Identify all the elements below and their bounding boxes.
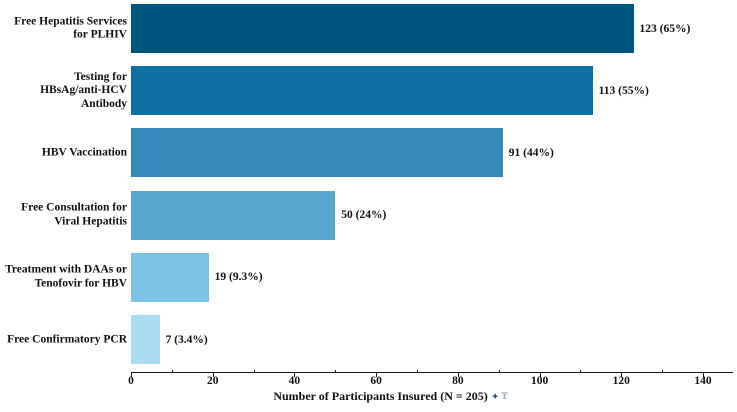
x-minor-tick	[417, 370, 418, 372]
x-tick-label: 80	[452, 375, 464, 387]
x-minor-tick	[498, 370, 500, 372]
x-minor-tick	[253, 370, 255, 372]
category-label: Free Consultation for Viral Hepatitis	[21, 201, 127, 228]
x-tick-label: 140	[694, 375, 712, 387]
x-minor-tick	[662, 370, 664, 372]
x-tick	[457, 373, 459, 377]
category-label: Free Confirmatory PCR	[7, 332, 127, 345]
x-tick-label: 0	[128, 375, 134, 387]
bar	[131, 252, 209, 302]
value-label: 7 (3.4%)	[165, 333, 208, 346]
x-tick-label: 40	[288, 375, 301, 387]
bar	[131, 315, 160, 364]
value-label: 113 (55%)	[598, 84, 649, 97]
x-tick	[212, 373, 214, 377]
bar	[131, 128, 503, 178]
star-mark-icon: ✦	[491, 392, 499, 401]
x-tick	[376, 373, 378, 377]
value-label: 123 (65%)	[639, 22, 691, 35]
bar	[131, 66, 593, 116]
x-axis-title-text: Number of Participants Insured (N = 205)…	[273, 389, 507, 404]
tenge-mark-icon: ₸	[501, 391, 508, 401]
x-tick	[294, 373, 296, 377]
value-label: 19 (9.3%)	[214, 271, 263, 284]
value-label: 91 (44%)	[508, 146, 554, 159]
x-tick-label: 120	[612, 375, 630, 387]
category-label: HBV Vaccination	[41, 146, 127, 159]
x-tick-label: 100	[530, 375, 549, 387]
bar	[131, 190, 336, 240]
category-label: Testing for HBsAg/anti-HCV Antibody	[40, 70, 127, 110]
category-label: Treatment with DAAs or Tenofovir for HBV	[5, 263, 127, 290]
category-label: Free Hepatitis Services for PLHIV	[14, 15, 127, 41]
x-axis-line	[131, 372, 733, 373]
x-minor-tick	[171, 370, 173, 372]
value-label: 50 (24%)	[341, 209, 387, 222]
x-tick-label: 60	[370, 375, 382, 387]
x-tick	[621, 373, 623, 377]
x-axis-title-label: Number of Participants Insured (N = 205)	[273, 389, 488, 403]
x-minor-tick	[580, 370, 582, 372]
x-tick	[131, 373, 132, 377]
x-tick	[703, 373, 704, 377]
x-minor-tick	[335, 370, 337, 372]
x-tick	[539, 373, 541, 377]
bar	[131, 4, 634, 53]
x-tick-label: 20	[206, 375, 219, 387]
x-axis-title: Number of Participants Insured (N = 205)…	[0, 389, 737, 404]
